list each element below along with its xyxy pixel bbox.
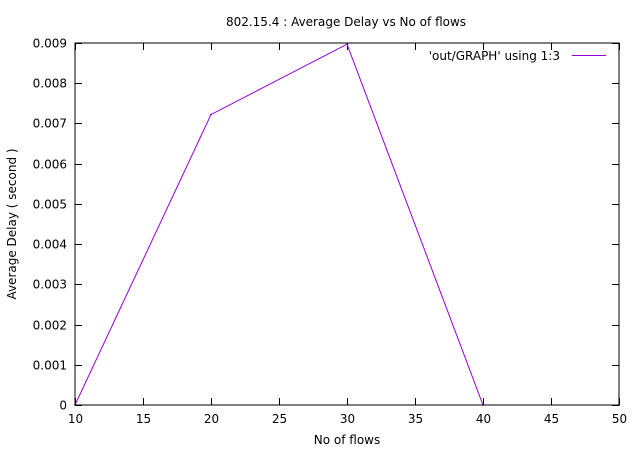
x-tick-label: 15	[136, 412, 151, 426]
y-tick-label: 0.002	[33, 319, 67, 333]
y-tick-label: 0.001	[33, 359, 67, 373]
x-tick-label: 20	[204, 412, 219, 426]
x-tick-label: 45	[544, 412, 559, 426]
legend: 'out/GRAPH' using 1:3	[429, 49, 606, 63]
x-tick-label: 30	[340, 412, 355, 426]
data-point	[210, 113, 212, 116]
y-tick-label: 0.004	[33, 238, 67, 252]
y-tick-label: 0.009	[33, 37, 67, 51]
y-tick-label: 0.008	[33, 77, 67, 91]
series-layer	[74, 43, 620, 406]
chart-title: 802.15.4 : Average Delay vs No of flows	[226, 15, 466, 29]
x-tick-label: 35	[408, 412, 423, 426]
data-point	[346, 43, 348, 46]
x-axis-ticks: 10 15 20 25 30 35 40 45 50	[68, 43, 627, 426]
series-line	[74, 43, 619, 406]
x-tick-label: 40	[476, 412, 491, 426]
y-tick-label: 0.006	[33, 158, 67, 172]
y-axis-ticks: 0 0.001 0.002 0.003 0.004 0.005 0.006 0.007 0.00…	[33, 37, 619, 413]
x-tick-label: 50	[612, 412, 627, 426]
y-tick-label: 0.005	[33, 198, 67, 212]
x-tick-label: 25	[272, 412, 287, 426]
x-tick-label: 10	[68, 412, 83, 426]
plot-frame	[74, 42, 620, 406]
y-tick-label: 0.003	[33, 278, 67, 292]
y-tick-label: 0.007	[33, 117, 67, 131]
y-tick-label: 0	[59, 399, 67, 413]
x-axis-label: No of flows	[314, 433, 380, 447]
y-axis-label: Average Delay ( second )	[5, 148, 19, 299]
legend-label: 'out/GRAPH' using 1:3	[429, 49, 560, 63]
